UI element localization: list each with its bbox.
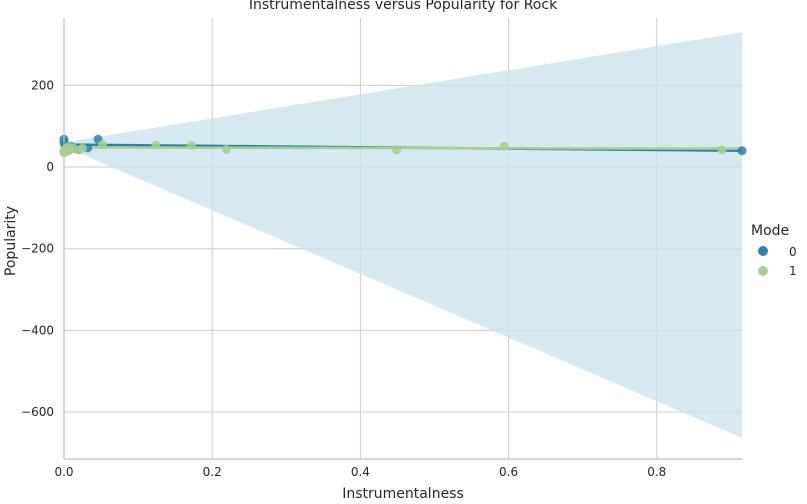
y-tick-label: −600 [21,405,54,419]
x-tick-label: 0.0 [54,465,73,479]
y-axis-label: Popularity [3,206,19,276]
x-tick-label: 0.2 [203,465,222,479]
tick-labels: 0.0 0.2 0.4 0.6 0.8 −600 −400 −200 0 200 [21,78,666,479]
regression-lines [63,143,743,152]
fit-line-mode-1 [63,146,743,150]
axes [63,18,742,460]
data-point-mode-1 [151,140,161,150]
confidence-band [64,32,742,438]
x-axis-label: Instrumentalness [342,486,464,500]
data-point-mode-0 [737,146,747,156]
y-tick-label: 0 [46,160,54,174]
legend-marker-mode-0 [758,246,768,256]
y-tick-label: −200 [21,242,54,256]
data-point-mode-1 [78,143,88,153]
data-point-mode-1 [717,145,727,155]
legend-title: Mode [751,223,789,239]
y-tick-label: −400 [21,323,54,337]
ci-band-mode-0 [64,32,742,438]
x-tick-label: 0.6 [499,465,518,479]
legend-label-mode-0: 0 [789,245,797,259]
legend: Mode 0 1 [751,223,797,278]
y-tick-label: 200 [31,78,54,92]
x-tick-label: 0.8 [647,465,666,479]
data-point-mode-1 [221,144,231,154]
data-point-mode-1 [499,141,509,151]
x-tick-label: 0.4 [351,465,370,479]
data-point-mode-1 [186,140,196,150]
chart-title: Instrumentalness versus Popularity for R… [249,0,558,13]
legend-label-mode-1: 1 [789,264,797,278]
data-point-mode-1 [392,145,402,155]
legend-marker-mode-1 [758,266,768,276]
data-point-mode-1 [98,140,108,150]
